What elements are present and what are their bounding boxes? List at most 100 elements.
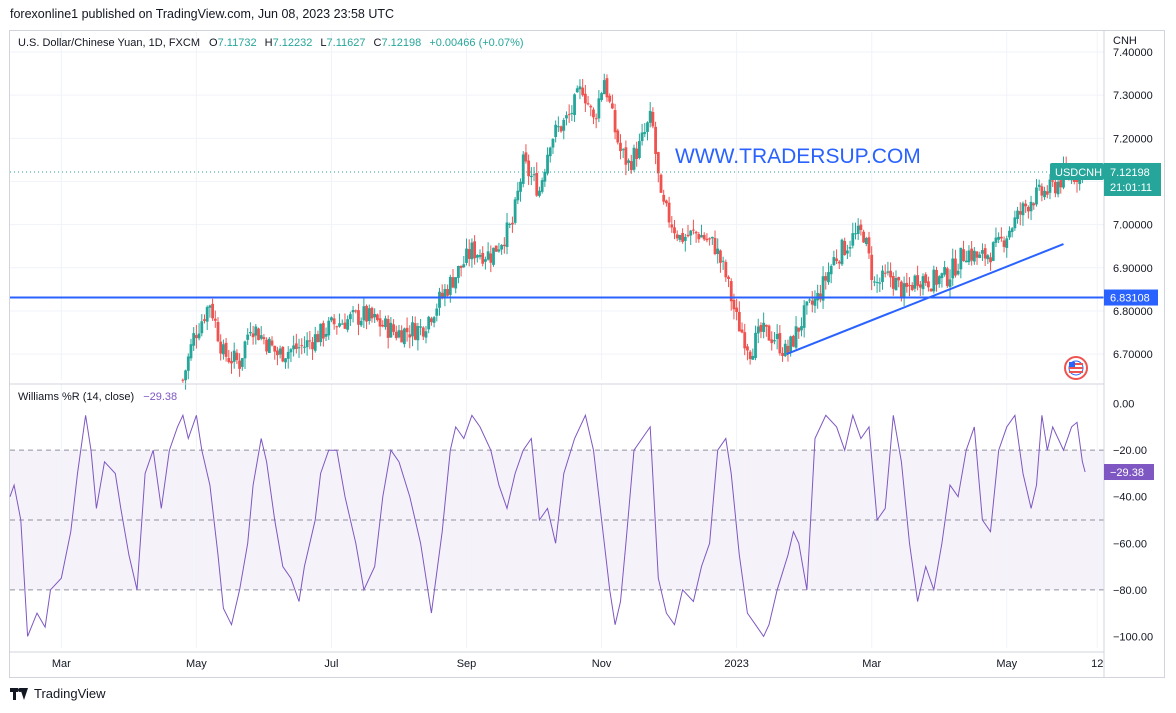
candle: [316, 330, 320, 343]
candle: [875, 274, 879, 293]
legend-high-label: H: [265, 37, 273, 49]
candle: [605, 74, 609, 102]
countdown-label: 21:01:11: [1110, 182, 1152, 194]
candle: [457, 265, 460, 284]
candle: [581, 79, 585, 97]
candle: [805, 301, 809, 315]
williams-series: [9, 413, 1086, 638]
candle: [675, 230, 679, 242]
legend-close-value: 7.12198: [382, 37, 422, 49]
candle: [194, 324, 198, 349]
chart-overlays: [10, 171, 1104, 356]
williams-legend-value: −29.38: [143, 391, 177, 403]
candle: [891, 272, 895, 296]
candle: [305, 332, 309, 356]
candle: [659, 173, 663, 193]
trend-line[interactable]: [786, 243, 1064, 356]
flag-icon[interactable]: [1064, 356, 1088, 380]
candle: [192, 327, 196, 351]
candle: [200, 314, 204, 337]
candle: [648, 102, 652, 128]
candle: [740, 322, 744, 334]
time-tick-label: Nov: [592, 658, 612, 670]
legend-open-value: 7.11732: [218, 37, 257, 49]
williams-tick-label: −40.00: [1113, 492, 1147, 504]
candle: [1043, 186, 1046, 200]
candle: [845, 244, 849, 260]
candle: [843, 237, 847, 256]
candle: [294, 333, 298, 354]
candle: [878, 277, 882, 293]
candle: [343, 313, 347, 330]
candle: [556, 116, 560, 133]
candle: [521, 151, 525, 188]
candle: [276, 346, 279, 366]
legend-close-label: C: [374, 37, 382, 49]
candle: [567, 104, 571, 123]
candle: [797, 327, 801, 339]
legend-title: U.S. Dollar/Chinese Yuan, 1D, FXCM: [18, 37, 200, 49]
time-tick-label: Mar: [52, 658, 71, 670]
candle: [608, 93, 612, 104]
axis-labels: 6.700006.800006.900007.000007.100007.200…: [52, 47, 1161, 670]
candle: [954, 249, 957, 278]
candle: [999, 227, 1003, 242]
price-tick-label: 6.70000: [1113, 349, 1153, 361]
williams-title: Williams %R (14, close): [18, 391, 134, 403]
candle: [427, 315, 431, 334]
candle: [411, 316, 414, 347]
candle: [705, 233, 709, 243]
candle: [221, 339, 225, 360]
candle: [402, 327, 406, 348]
candle: [1002, 236, 1006, 253]
candle: [854, 222, 857, 240]
candle: [948, 269, 952, 298]
candle: [997, 232, 1001, 244]
candle: [1021, 201, 1025, 226]
candle: [321, 320, 325, 347]
candle: [721, 256, 725, 270]
candle: [970, 241, 974, 266]
price-tick-label: 6.90000: [1113, 263, 1153, 275]
candle: [421, 326, 425, 341]
candle: [424, 325, 428, 344]
candle: [702, 232, 706, 241]
candle: [519, 178, 522, 202]
candle: [284, 357, 287, 369]
candle: [862, 229, 865, 243]
candle: [981, 243, 984, 262]
price-candles: [181, 73, 1087, 390]
candle: [872, 276, 876, 287]
candle: [827, 262, 830, 285]
candle: [529, 167, 533, 186]
candle: [673, 220, 676, 240]
candle: [770, 331, 774, 351]
candle: [897, 276, 901, 288]
candle: [330, 316, 333, 323]
candle: [756, 318, 760, 344]
candle: [978, 251, 982, 259]
candle: [818, 284, 822, 303]
footer-brand[interactable]: TradingView: [10, 686, 106, 701]
candle: [665, 199, 668, 207]
candle: [937, 275, 941, 288]
williams-tick-label: −20.00: [1113, 445, 1147, 457]
candle: [886, 261, 890, 276]
candle: [940, 272, 944, 288]
williams-tick-label: −100.00: [1113, 631, 1153, 643]
candle: [348, 311, 352, 326]
candle: [589, 104, 593, 117]
candle: [535, 162, 539, 197]
candle: [511, 216, 514, 233]
candle: [1059, 178, 1063, 194]
candle: [764, 324, 768, 337]
candle: [465, 238, 468, 266]
candle: [964, 250, 968, 263]
candle: [594, 113, 598, 129]
candle: [205, 305, 209, 331]
candle: [889, 262, 893, 288]
candle: [767, 324, 771, 341]
candle: [527, 154, 531, 185]
candle: [473, 235, 477, 265]
